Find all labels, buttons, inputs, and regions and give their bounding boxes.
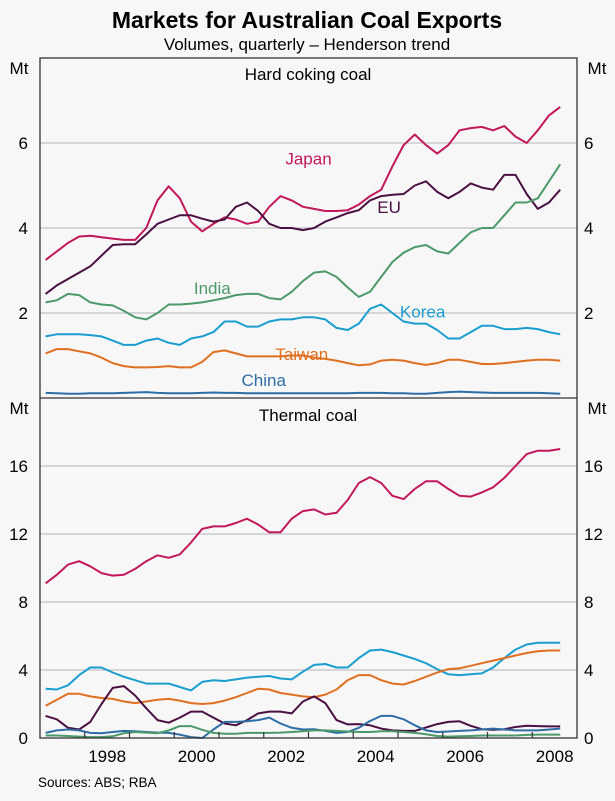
y-tick-label-left: 0: [19, 729, 28, 748]
series-line-taiwan: [45, 649, 561, 707]
panel-title: Hard coking coal: [245, 65, 372, 84]
panel-thermal-coal: Thermal coal Mt Mt 0 0 4 4 8 8 12 12 16 16: [9, 399, 607, 748]
series-labels: Japan EU India Korea Taiwan China: [194, 149, 446, 390]
series-line-taiwan: [45, 348, 561, 369]
y-tick-label-left: 6: [19, 134, 28, 153]
y-tick-label-right: 12: [584, 525, 603, 544]
y-tick-label-left: 2: [19, 304, 28, 323]
series-line-japan: [44, 448, 561, 585]
chart-subtitle: Volumes, quarterly – Henderson trend: [164, 35, 450, 54]
x-tick-label: 2002: [267, 747, 305, 766]
source-note: Sources: ABS; RBA: [38, 775, 157, 790]
y-tick-label-right: 4: [584, 219, 593, 238]
series-label-china: China: [242, 371, 287, 390]
y-tick-label-right: 6: [584, 134, 593, 153]
y-tick-label-right: 2: [584, 304, 593, 323]
y-tick-label-left: 4: [19, 661, 28, 680]
series-label-japan: Japan: [285, 149, 331, 168]
series-label-taiwan: Taiwan: [275, 345, 328, 364]
y-tick-label-right: 4: [584, 661, 593, 680]
x-tick-label: 2006: [446, 747, 484, 766]
series-line-india: [45, 163, 562, 321]
panel-title: Thermal coal: [259, 406, 357, 425]
series-label-korea: Korea: [400, 302, 446, 321]
y-tick-label-left: 12: [9, 525, 28, 544]
series-line-china: [45, 390, 561, 395]
series-line-china: [45, 714, 561, 739]
y-tick-label-left: 4: [19, 219, 28, 238]
series-label-india: India: [194, 279, 231, 298]
series-line-eu: [44, 173, 561, 295]
series-label-eu: EU: [377, 198, 401, 217]
y-tick-label-right: 8: [584, 593, 593, 612]
series-line-india: [45, 725, 561, 739]
y-tick-label-right: 16: [584, 457, 603, 476]
unit-label-left: Mt: [10, 59, 29, 78]
unit-label-left: Mt: [10, 399, 29, 418]
chart-title: Markets for Australian Coal Exports: [112, 7, 502, 33]
y-tick-label-left: 16: [9, 457, 28, 476]
x-tick-label: 1998: [88, 747, 126, 766]
x-tick-label: 2000: [178, 747, 216, 766]
y-ticks: 2 2 4 4 6 6: [19, 134, 594, 323]
series-line-korea: [45, 303, 561, 346]
series-group: [44, 106, 562, 395]
y-tick-label-right: 0: [584, 729, 593, 748]
y-ticks: 0 0 4 4 8 8 12 12 16 16: [9, 457, 603, 748]
series-group: [44, 448, 561, 739]
series-line-japan: [44, 106, 561, 261]
x-tick-label: 2008: [536, 747, 574, 766]
x-axis: 1998 2000 2002 2004 2006 2008: [84, 732, 574, 766]
x-tick-label: 2004: [357, 747, 395, 766]
y-tick-label-left: 8: [19, 593, 28, 612]
series-line-korea: [45, 641, 561, 692]
unit-label-right: Mt: [588, 399, 607, 418]
unit-label-right: Mt: [588, 59, 607, 78]
series-line-eu: [45, 685, 561, 732]
grid-lines: [40, 465, 577, 671]
panel-hard-coking-coal: Japan EU India Korea Taiwan China Hard coking…: [10, 58, 607, 398]
